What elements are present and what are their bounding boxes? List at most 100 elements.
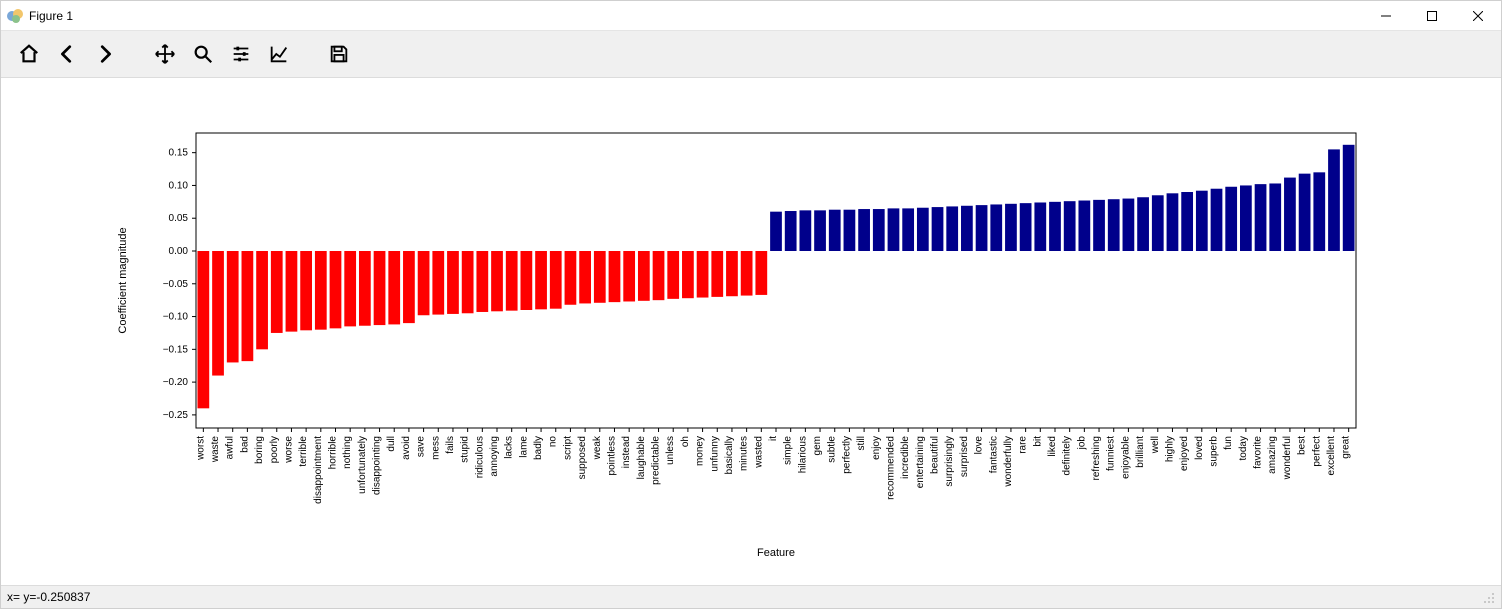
xtick-label: poorly [269,436,280,463]
bar [212,251,224,376]
xtick-label: gem [812,436,823,455]
bar [1034,202,1046,251]
xtick-label: minutes [739,436,750,471]
bar [344,251,356,326]
bar [271,251,283,333]
xtick-label: love [974,436,985,455]
xtick-label: perfectly [841,436,852,474]
maximize-button[interactable] [1409,1,1455,31]
minimize-button[interactable] [1363,1,1409,31]
xtick-label: pointless [606,436,617,475]
xtick-label: nothing [342,436,353,469]
resize-grip-icon[interactable] [1481,590,1495,604]
ytick-label: −0.10 [163,312,189,323]
axes-icon[interactable] [261,36,297,72]
bar [667,251,679,299]
bar [990,204,1002,251]
xtick-label: wonderfully [1003,436,1014,488]
bar [521,251,533,310]
bar [755,251,767,295]
xtick-label: surprisingly [944,436,955,487]
xtick-label: bad [239,436,250,453]
bar [388,251,400,324]
xtick-label: waste [210,436,221,464]
bar [1049,202,1061,251]
xtick-label: weak [592,435,603,460]
bar [1064,201,1076,251]
xtick-label: incredible [900,436,911,479]
xtick-label: enjoyed [1179,436,1190,471]
xtick-label: money [695,436,706,466]
bar [1152,195,1164,251]
ytick-label: 0.15 [169,148,189,159]
home-icon[interactable] [11,36,47,72]
xtick-label: disappointing [372,436,383,495]
xtick-label: funniest [1106,436,1117,471]
bar [932,207,944,251]
pan-icon[interactable] [147,36,183,72]
bar [770,212,782,251]
bar [1240,185,1252,251]
xtick-label: definitely [1062,436,1073,475]
bar [888,208,900,251]
bar [565,251,577,305]
xtick-label: lame [518,436,529,458]
zoom-icon[interactable] [185,36,221,72]
xtick-label: favorite [1253,436,1264,469]
xtick-label: awful [225,436,236,459]
bar [711,251,723,297]
bar [1269,183,1281,251]
xtick-label: fun [1223,436,1234,450]
bar [403,251,415,323]
xtick-label: unfortunately [357,436,368,494]
titlebar: Figure 1 [1,1,1501,31]
xtick-label: still [856,436,867,450]
xtick-label: wasted [753,436,764,469]
bar [917,208,929,251]
xtick-label: fantastic [988,436,999,473]
forward-icon[interactable] [87,36,123,72]
window-title: Figure 1 [29,9,73,23]
save-icon[interactable] [321,36,357,72]
xtick-label: entertaining [915,436,926,488]
close-button[interactable] [1455,1,1501,31]
bar [1225,187,1237,251]
xtick-label: annoying [489,436,500,477]
xtick-label: boring [254,436,265,464]
bar [873,209,885,251]
ytick-label: −0.20 [163,377,189,388]
xtick-label: unless [665,436,676,465]
xtick-label: bit [1032,436,1043,447]
xtick-label: amazing [1267,436,1278,474]
xtick-label: loved [1194,436,1205,460]
xtick-label: well [1150,436,1161,454]
subplots-icon[interactable] [223,36,259,72]
bar [609,251,621,302]
bar [741,251,753,296]
bar [1167,193,1179,251]
bar [1093,200,1105,251]
ytick-label: 0.00 [169,246,189,257]
xtick-label: lacks [504,436,515,459]
back-icon[interactable] [49,36,85,72]
xtick-label: brilliant [1135,436,1146,468]
ytick-label: 0.10 [169,180,189,191]
bar [491,251,503,311]
bar [418,251,430,315]
bar [432,251,444,315]
bar [961,206,973,251]
bar [1328,149,1340,251]
xtick-label: laughable [636,436,647,480]
xlabel: Feature [757,547,795,559]
bar [785,211,797,251]
xtick-label: horrible [327,436,338,470]
bar [1005,204,1017,251]
ylabel: Coefficient magnitude [117,227,129,333]
bar [726,251,738,296]
bar [902,208,914,251]
bar [1284,178,1296,251]
xtick-label: it [768,436,779,441]
xtick-label: excellent [1326,436,1337,476]
xtick-label: enjoyable [1120,436,1131,479]
bar [638,251,650,301]
